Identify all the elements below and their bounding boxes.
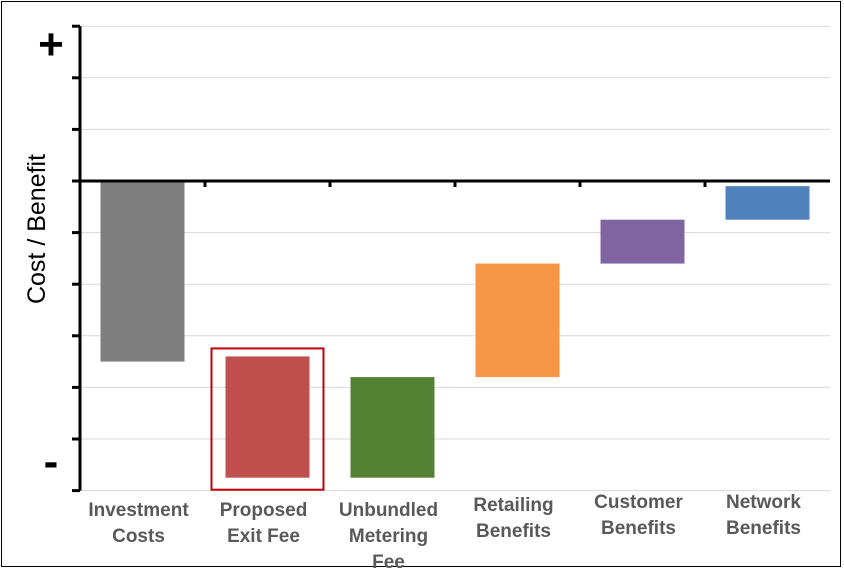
category-labels: Investment Costs Proposed Exit Fee Unbundled… <box>88 492 801 570</box>
bar <box>600 219 685 264</box>
bar <box>350 377 435 478</box>
category-label-line: Costs <box>112 526 165 547</box>
category-label-line: Exit Fee <box>227 526 300 547</box>
category-label: Customer Benefits <box>594 492 683 539</box>
category-label-line: Retailing <box>473 495 553 516</box>
category-label-line: Proposed <box>220 500 308 521</box>
category-label-line: Benefits <box>601 518 676 539</box>
bar <box>475 263 560 378</box>
category-label-line: Benefits <box>476 521 551 542</box>
category-label-line: Metering <box>349 526 428 547</box>
category-label-line: Unbundled <box>339 500 438 521</box>
category-label-line: Benefits <box>726 518 801 539</box>
category-label: Unbundled Metering Fee <box>339 500 438 570</box>
category-label: Investment Costs <box>88 500 189 547</box>
category-label: Retailing Benefits <box>473 495 553 542</box>
bars <box>100 181 810 491</box>
bar <box>225 356 310 478</box>
bar <box>725 186 810 220</box>
category-label-line: Customer <box>594 492 683 513</box>
axes <box>72 24 830 493</box>
y-axis-minus-sign: - <box>44 437 59 486</box>
category-label-line: Network <box>726 492 801 513</box>
y-axis-label: Cost / Benefit <box>23 154 51 304</box>
y-axis-plus-sign: + <box>38 20 64 69</box>
highlight-box <box>210 347 325 491</box>
category-label-line: Investment <box>88 500 189 521</box>
category-label: Proposed Exit Fee <box>220 500 308 547</box>
gridlines <box>80 25 830 492</box>
category-label-line: Fee <box>372 552 405 570</box>
category-label: Network Benefits <box>726 492 801 539</box>
bar <box>100 181 185 362</box>
